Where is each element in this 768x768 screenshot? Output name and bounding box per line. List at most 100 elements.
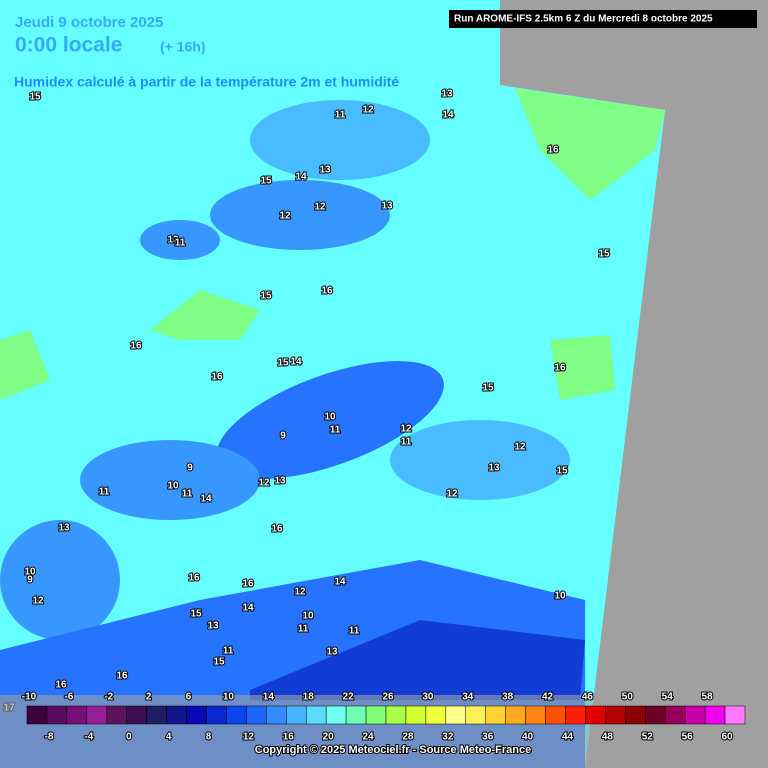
contour-label: 13: [319, 165, 331, 176]
contour-label: 13: [274, 476, 286, 487]
color-box: [106, 705, 127, 725]
colorbar-label: 36: [482, 732, 494, 743]
contour-label: 15: [556, 466, 568, 477]
color-box: [46, 705, 68, 725]
colorbar-label: -4: [84, 732, 93, 743]
time-title: 0:00 locale: [15, 34, 122, 57]
colorbar-label: 24: [362, 732, 374, 743]
colorbar-label: 28: [402, 732, 414, 743]
color-box: [704, 705, 726, 725]
color-box: [206, 705, 227, 725]
contour-label: 10: [24, 567, 36, 578]
contour-label: 11: [175, 238, 186, 249]
colorbar-label: 26: [382, 692, 394, 703]
color-box: [126, 705, 147, 725]
color-box: [465, 705, 486, 725]
contour-label: 11: [349, 626, 360, 637]
color-box: [66, 705, 88, 725]
contour-label: 14: [242, 603, 254, 614]
colorbar-label: 22: [343, 692, 355, 703]
color-box: [425, 705, 447, 725]
contour-label: 13: [167, 235, 179, 246]
colorbar-label: 30: [422, 692, 434, 703]
color-box: [625, 705, 646, 725]
contour-label: 12: [514, 442, 526, 453]
contour-label: 9: [280, 431, 286, 442]
contour-label: 10: [554, 591, 566, 602]
colorbar-label: 12: [243, 732, 255, 743]
contour-label: 12: [32, 596, 44, 607]
contour-label: 11: [99, 487, 110, 498]
contour-label: 15: [260, 291, 272, 302]
contour-label: 16: [321, 286, 333, 297]
contour-label: 10: [167, 481, 179, 492]
run-info: Run AROME-IFS 2.5km 6 Z du Mercredi 8 oc…: [454, 14, 713, 25]
contour-label: 15: [190, 609, 202, 620]
contour-label: 11: [298, 624, 309, 635]
color-box: [485, 705, 506, 725]
contour-label: 10: [324, 412, 336, 423]
colorbar-label: 48: [602, 732, 614, 743]
colorbar-label: 50: [622, 692, 634, 703]
date-title: Jeudi 9 octobre 2025: [15, 14, 163, 31]
color-box: [525, 705, 546, 725]
contour-label: 14: [442, 110, 454, 121]
colorbar-label: 0: [126, 732, 132, 743]
contour-label: 11: [182, 489, 193, 500]
color-box: [365, 705, 387, 725]
colorbar-label: 6: [186, 692, 192, 703]
color-box: [585, 705, 606, 725]
copyright: Copyright © 2025 Meteociel.fr - Source M…: [255, 744, 531, 756]
contour-label: 15: [29, 92, 41, 103]
contour-label: 9: [27, 575, 33, 586]
color-box: [645, 705, 666, 725]
contour-label: 15: [213, 657, 225, 668]
lead-time: (+ 16h): [160, 39, 206, 55]
color-box: [186, 705, 207, 725]
contour-label: 16: [188, 573, 200, 584]
contour-label: 11: [335, 110, 346, 121]
contour-label: 16: [130, 341, 142, 352]
colorbar: -10-8-6-4-202468101214161820222426283032…: [21, 691, 746, 744]
colorbar-label: 32: [442, 732, 454, 743]
colorbar-label: 18: [303, 692, 315, 703]
colorbar-label: 60: [721, 732, 733, 743]
color-box: [545, 705, 566, 725]
color-box: [325, 705, 347, 725]
color-box: [505, 705, 526, 725]
colorbar-label: 58: [702, 692, 714, 703]
color-box: [86, 705, 108, 725]
color-box: [345, 705, 367, 725]
color-box: [605, 705, 626, 725]
contour-label: 16: [547, 145, 559, 156]
color-box: [305, 705, 327, 725]
color-box: [266, 705, 287, 725]
color-box: [226, 705, 247, 725]
color-box: [405, 705, 427, 725]
colorbar-label: 38: [502, 692, 514, 703]
color-box: [385, 705, 407, 725]
contour-label: 12: [400, 424, 412, 435]
colorbar-label: 2: [146, 692, 152, 703]
color-box: [246, 705, 267, 725]
contour-label: 15: [598, 249, 610, 260]
contour-label: 14: [295, 172, 307, 183]
contour-label: 16: [116, 671, 128, 682]
contour-label: 13: [207, 621, 219, 632]
contour-label: 16: [554, 363, 566, 374]
contour-label: 13: [381, 201, 393, 212]
colorbar-label: 46: [582, 692, 594, 703]
contour-label: 16: [55, 680, 67, 691]
colorbar-label: 56: [682, 732, 694, 743]
contour-label: 15: [482, 383, 494, 394]
run-box: [449, 10, 757, 28]
color-box: [286, 705, 307, 725]
contour-label: 13: [58, 523, 70, 534]
contour-label: 15: [277, 358, 289, 369]
contour-label: 14: [290, 357, 302, 368]
colorbar-label: 4: [166, 732, 172, 743]
color-box: [146, 705, 167, 725]
contour-label: 12: [446, 489, 458, 500]
contour-label: 16: [211, 372, 223, 383]
contour-label: 13: [488, 463, 500, 474]
